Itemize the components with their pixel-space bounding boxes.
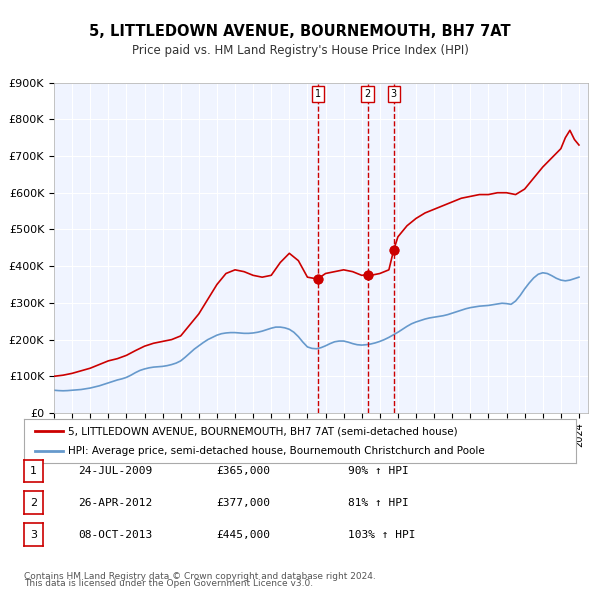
Text: 3: 3 (30, 530, 37, 539)
Text: 1: 1 (314, 88, 320, 99)
Text: Price paid vs. HM Land Registry's House Price Index (HPI): Price paid vs. HM Land Registry's House … (131, 44, 469, 57)
Point (389, 245, 398, 254)
Text: This data is licensed under the Open Government Licence v3.0.: This data is licensed under the Open Gov… (24, 579, 313, 588)
Text: 81% ↑ HPI: 81% ↑ HPI (348, 498, 409, 507)
Text: £365,000: £365,000 (216, 466, 270, 476)
Text: 2: 2 (30, 498, 37, 507)
Text: 5, LITTLEDOWN AVENUE, BOURNEMOUTH, BH7 7AT (semi-detached house): 5, LITTLEDOWN AVENUE, BOURNEMOUTH, BH7 7… (68, 427, 458, 436)
Point (313, 274, 322, 284)
Text: 08-OCT-2013: 08-OCT-2013 (78, 530, 152, 539)
Point (363, 270, 373, 279)
Point (313, 274, 322, 284)
Point (389, 245, 398, 254)
Text: £377,000: £377,000 (216, 498, 270, 507)
Text: HPI: Average price, semi-detached house, Bournemouth Christchurch and Poole: HPI: Average price, semi-detached house,… (68, 446, 485, 455)
Text: £445,000: £445,000 (216, 530, 270, 539)
Text: 3: 3 (391, 88, 397, 99)
Text: 26-APR-2012: 26-APR-2012 (78, 498, 152, 507)
Text: 90% ↑ HPI: 90% ↑ HPI (348, 466, 409, 476)
Text: 1: 1 (30, 466, 37, 476)
Point (363, 270, 373, 279)
Text: 24-JUL-2009: 24-JUL-2009 (78, 466, 152, 476)
Text: 5, LITTLEDOWN AVENUE, BOURNEMOUTH, BH7 7AT: 5, LITTLEDOWN AVENUE, BOURNEMOUTH, BH7 7… (89, 24, 511, 38)
Text: 103% ↑ HPI: 103% ↑ HPI (348, 530, 415, 539)
Text: Contains HM Land Registry data © Crown copyright and database right 2024.: Contains HM Land Registry data © Crown c… (24, 572, 376, 581)
Text: 2: 2 (364, 88, 371, 99)
